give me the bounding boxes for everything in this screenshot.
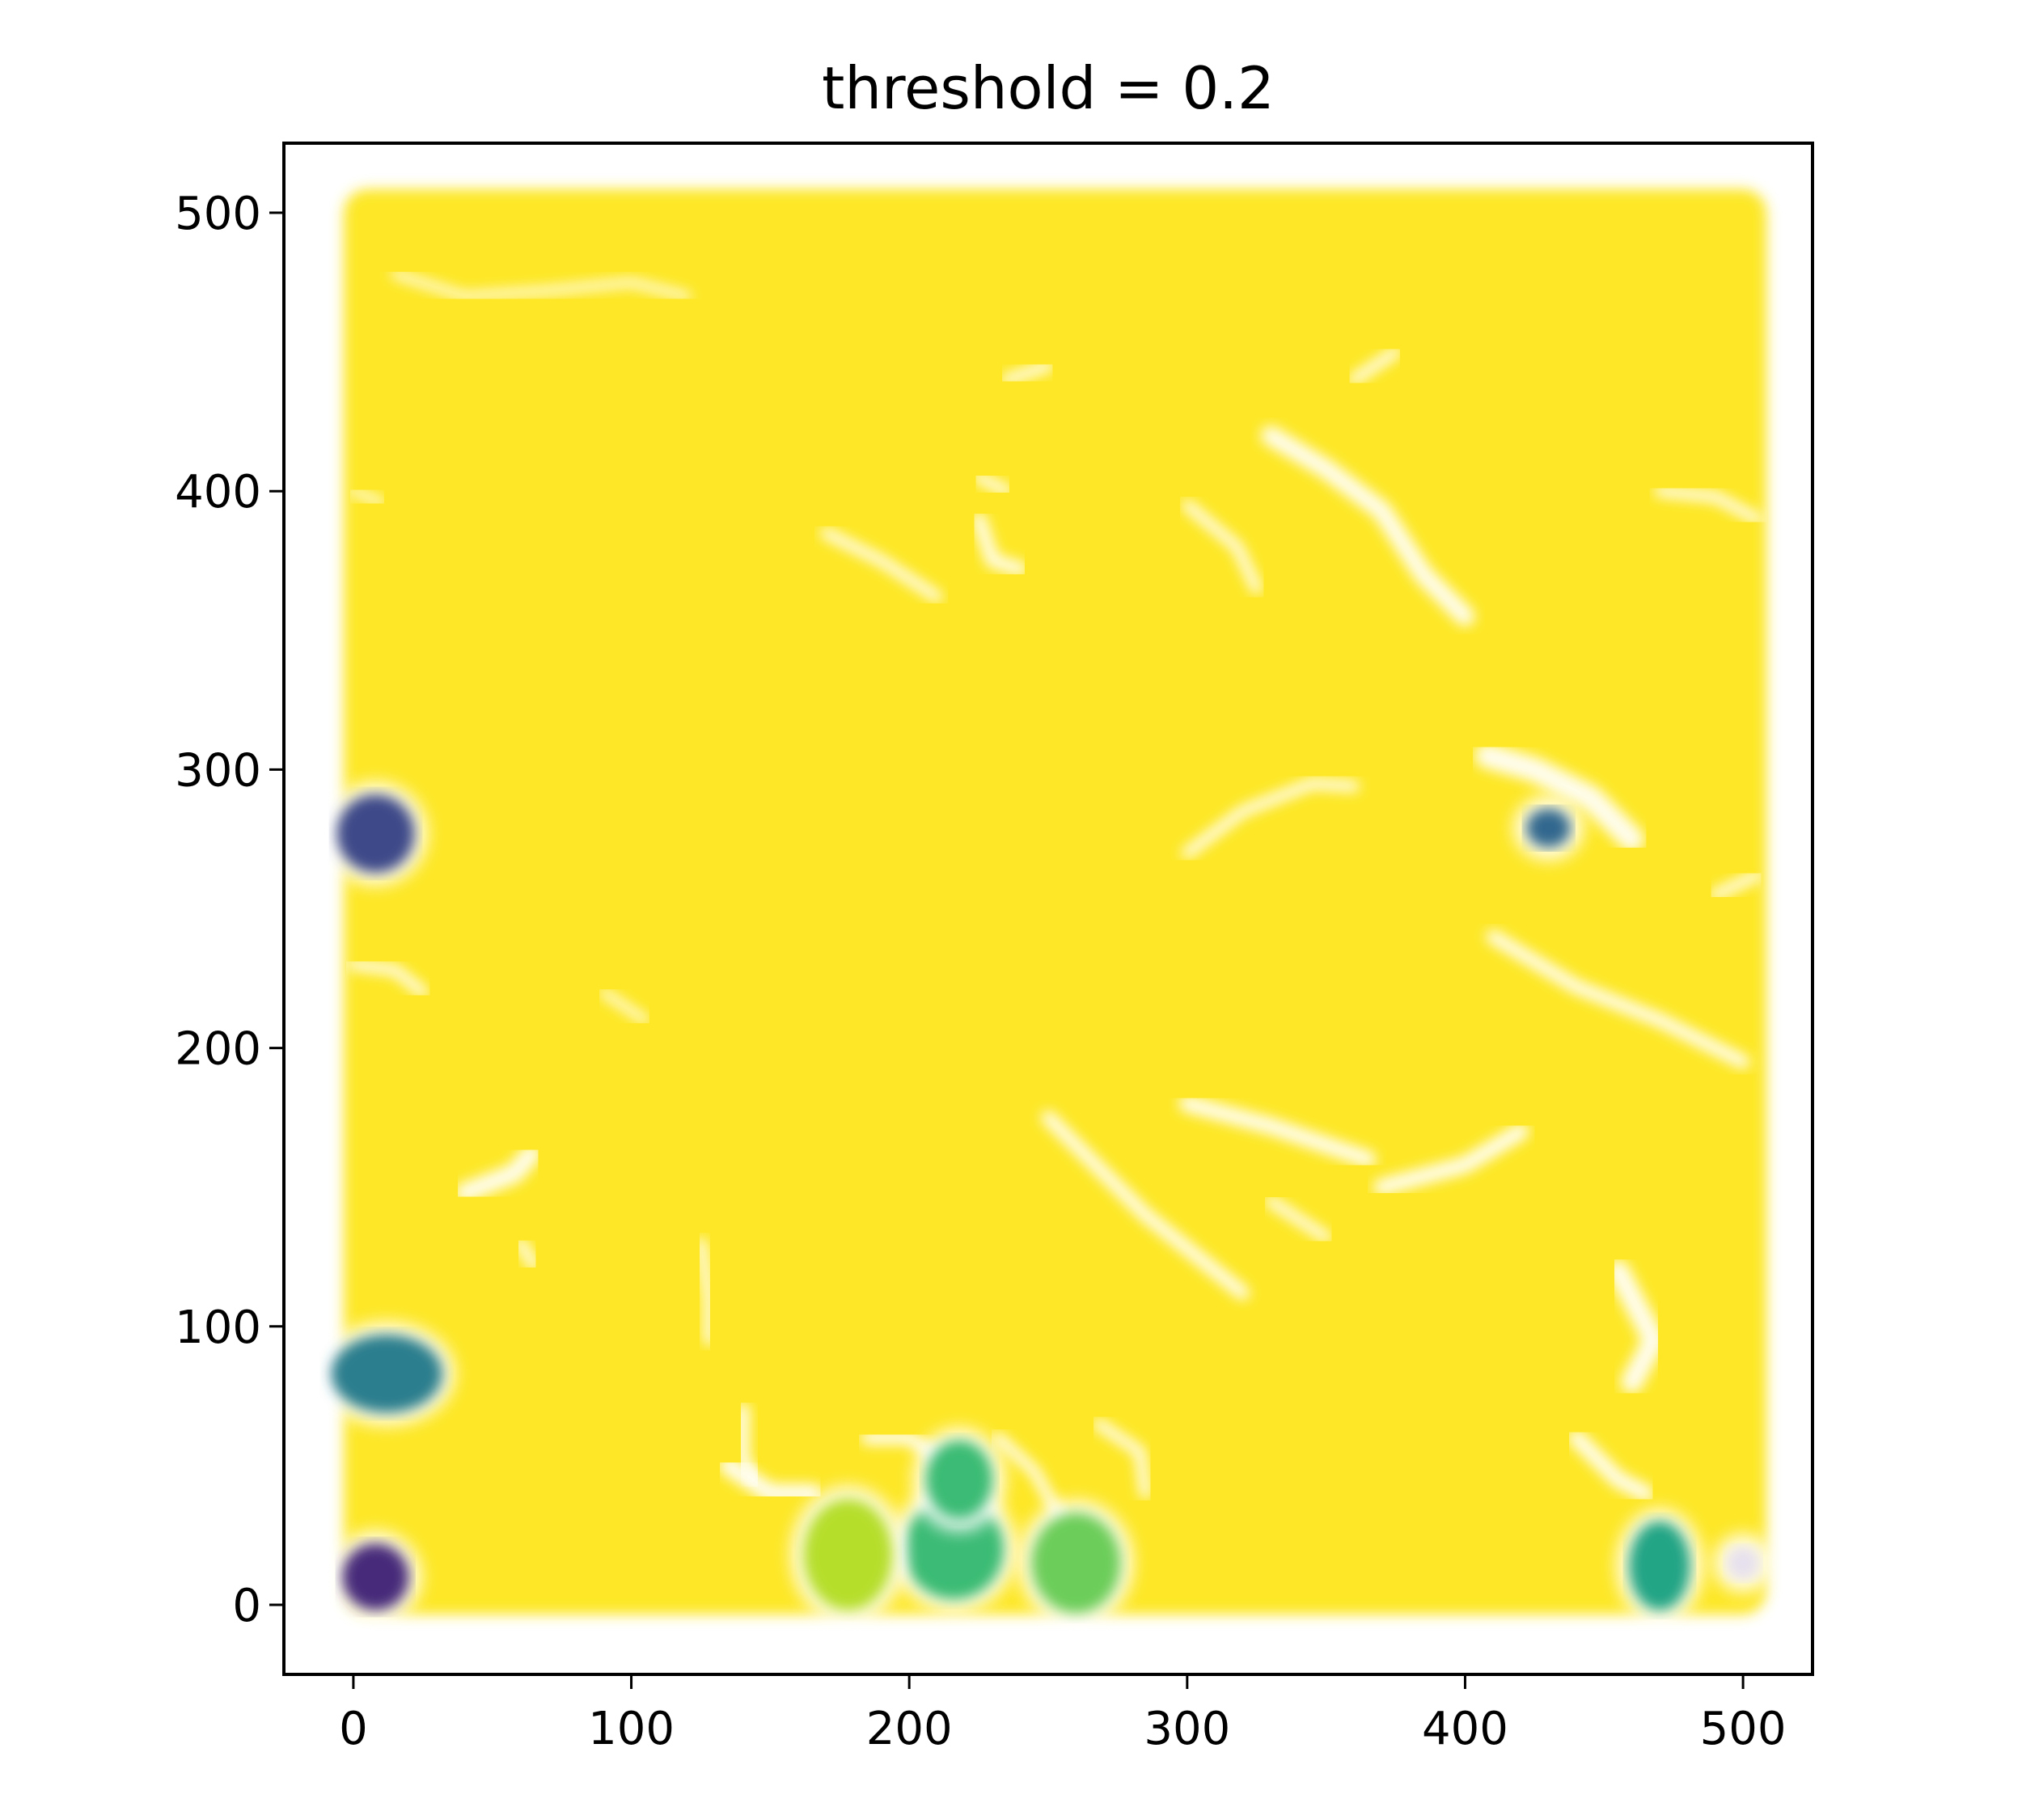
point-cloud-gap	[1373, 1123, 1529, 1196]
chart-title: threshold = 0.2	[822, 54, 1275, 122]
point-cloud-gap	[1709, 870, 1763, 901]
point-cloud-gap	[1041, 1111, 1250, 1301]
point-cloud-gap	[1000, 360, 1054, 386]
point-cloud-gap	[1567, 1429, 1655, 1502]
cluster-point-group	[336, 794, 415, 873]
point-cloud-gap	[1654, 485, 1763, 525]
point-cloud-gap	[992, 1432, 1068, 1527]
cluster-point-group	[331, 1335, 442, 1413]
point-cloud-gap	[1181, 499, 1263, 595]
plot-area	[318, 188, 1773, 1627]
point-cloud-gap	[971, 512, 1028, 577]
x-tick-label: 300	[1144, 1703, 1230, 1755]
point-cloud-gap	[1486, 929, 1750, 1069]
point-cloud-gap	[695, 1237, 715, 1346]
point-cloud-gap	[349, 487, 386, 507]
y-tick-label: 500	[175, 188, 261, 240]
cluster-point-group	[1726, 1546, 1760, 1580]
point-cloud-gap	[1348, 346, 1402, 386]
y-tick-label: 0	[232, 1580, 261, 1632]
background-point-cloud	[343, 188, 1767, 1615]
point-cloud-gap	[1093, 1418, 1152, 1500]
point-cloud-gap	[1606, 1259, 1665, 1394]
y-axis: 0 100 200 300 400 500	[175, 188, 284, 1632]
point-cloud-gap	[348, 959, 429, 998]
point-cloud-gap	[391, 269, 692, 301]
cluster-layer	[318, 781, 1773, 1627]
point-cloud-gap	[1260, 425, 1475, 627]
point-cloud-gaps	[348, 269, 1763, 1527]
point-cloud-gap	[1474, 743, 1645, 852]
cluster-point-group	[925, 1440, 993, 1519]
point-cloud-gap	[718, 1455, 822, 1504]
point-cloud-gap	[1265, 1196, 1332, 1243]
point-cloud-gap	[599, 988, 649, 1025]
point-cloud-gap	[455, 1144, 541, 1203]
cluster-point-group	[1526, 808, 1571, 848]
y-tick-label: 300	[175, 744, 261, 797]
point-cloud-gap	[514, 1237, 540, 1271]
x-tick-label: 0	[339, 1703, 368, 1755]
point-cloud-gap	[820, 527, 943, 603]
cluster-point-group	[803, 1499, 893, 1610]
cluster-point-group	[1031, 1513, 1121, 1614]
x-tick-label: 100	[588, 1703, 675, 1755]
y-tick-label: 200	[175, 1023, 261, 1076]
background-cluster-points	[343, 188, 1767, 1615]
y-tick-label: 100	[175, 1302, 261, 1354]
cluster-point-group	[1629, 1521, 1690, 1610]
x-tick-label: 400	[1422, 1703, 1508, 1755]
y-tick-label: 400	[175, 466, 261, 518]
cluster-point-group	[342, 1543, 409, 1610]
plot-frame	[282, 142, 1814, 1676]
x-tick-label: 200	[866, 1703, 953, 1755]
x-axis: 0 100 200 300 400 500	[339, 1674, 1787, 1755]
point-cloud-gap	[973, 472, 1013, 497]
x-tick-label: 500	[1700, 1703, 1787, 1755]
point-cloud-gap	[1181, 777, 1360, 859]
point-cloud-gap	[1178, 1095, 1377, 1168]
